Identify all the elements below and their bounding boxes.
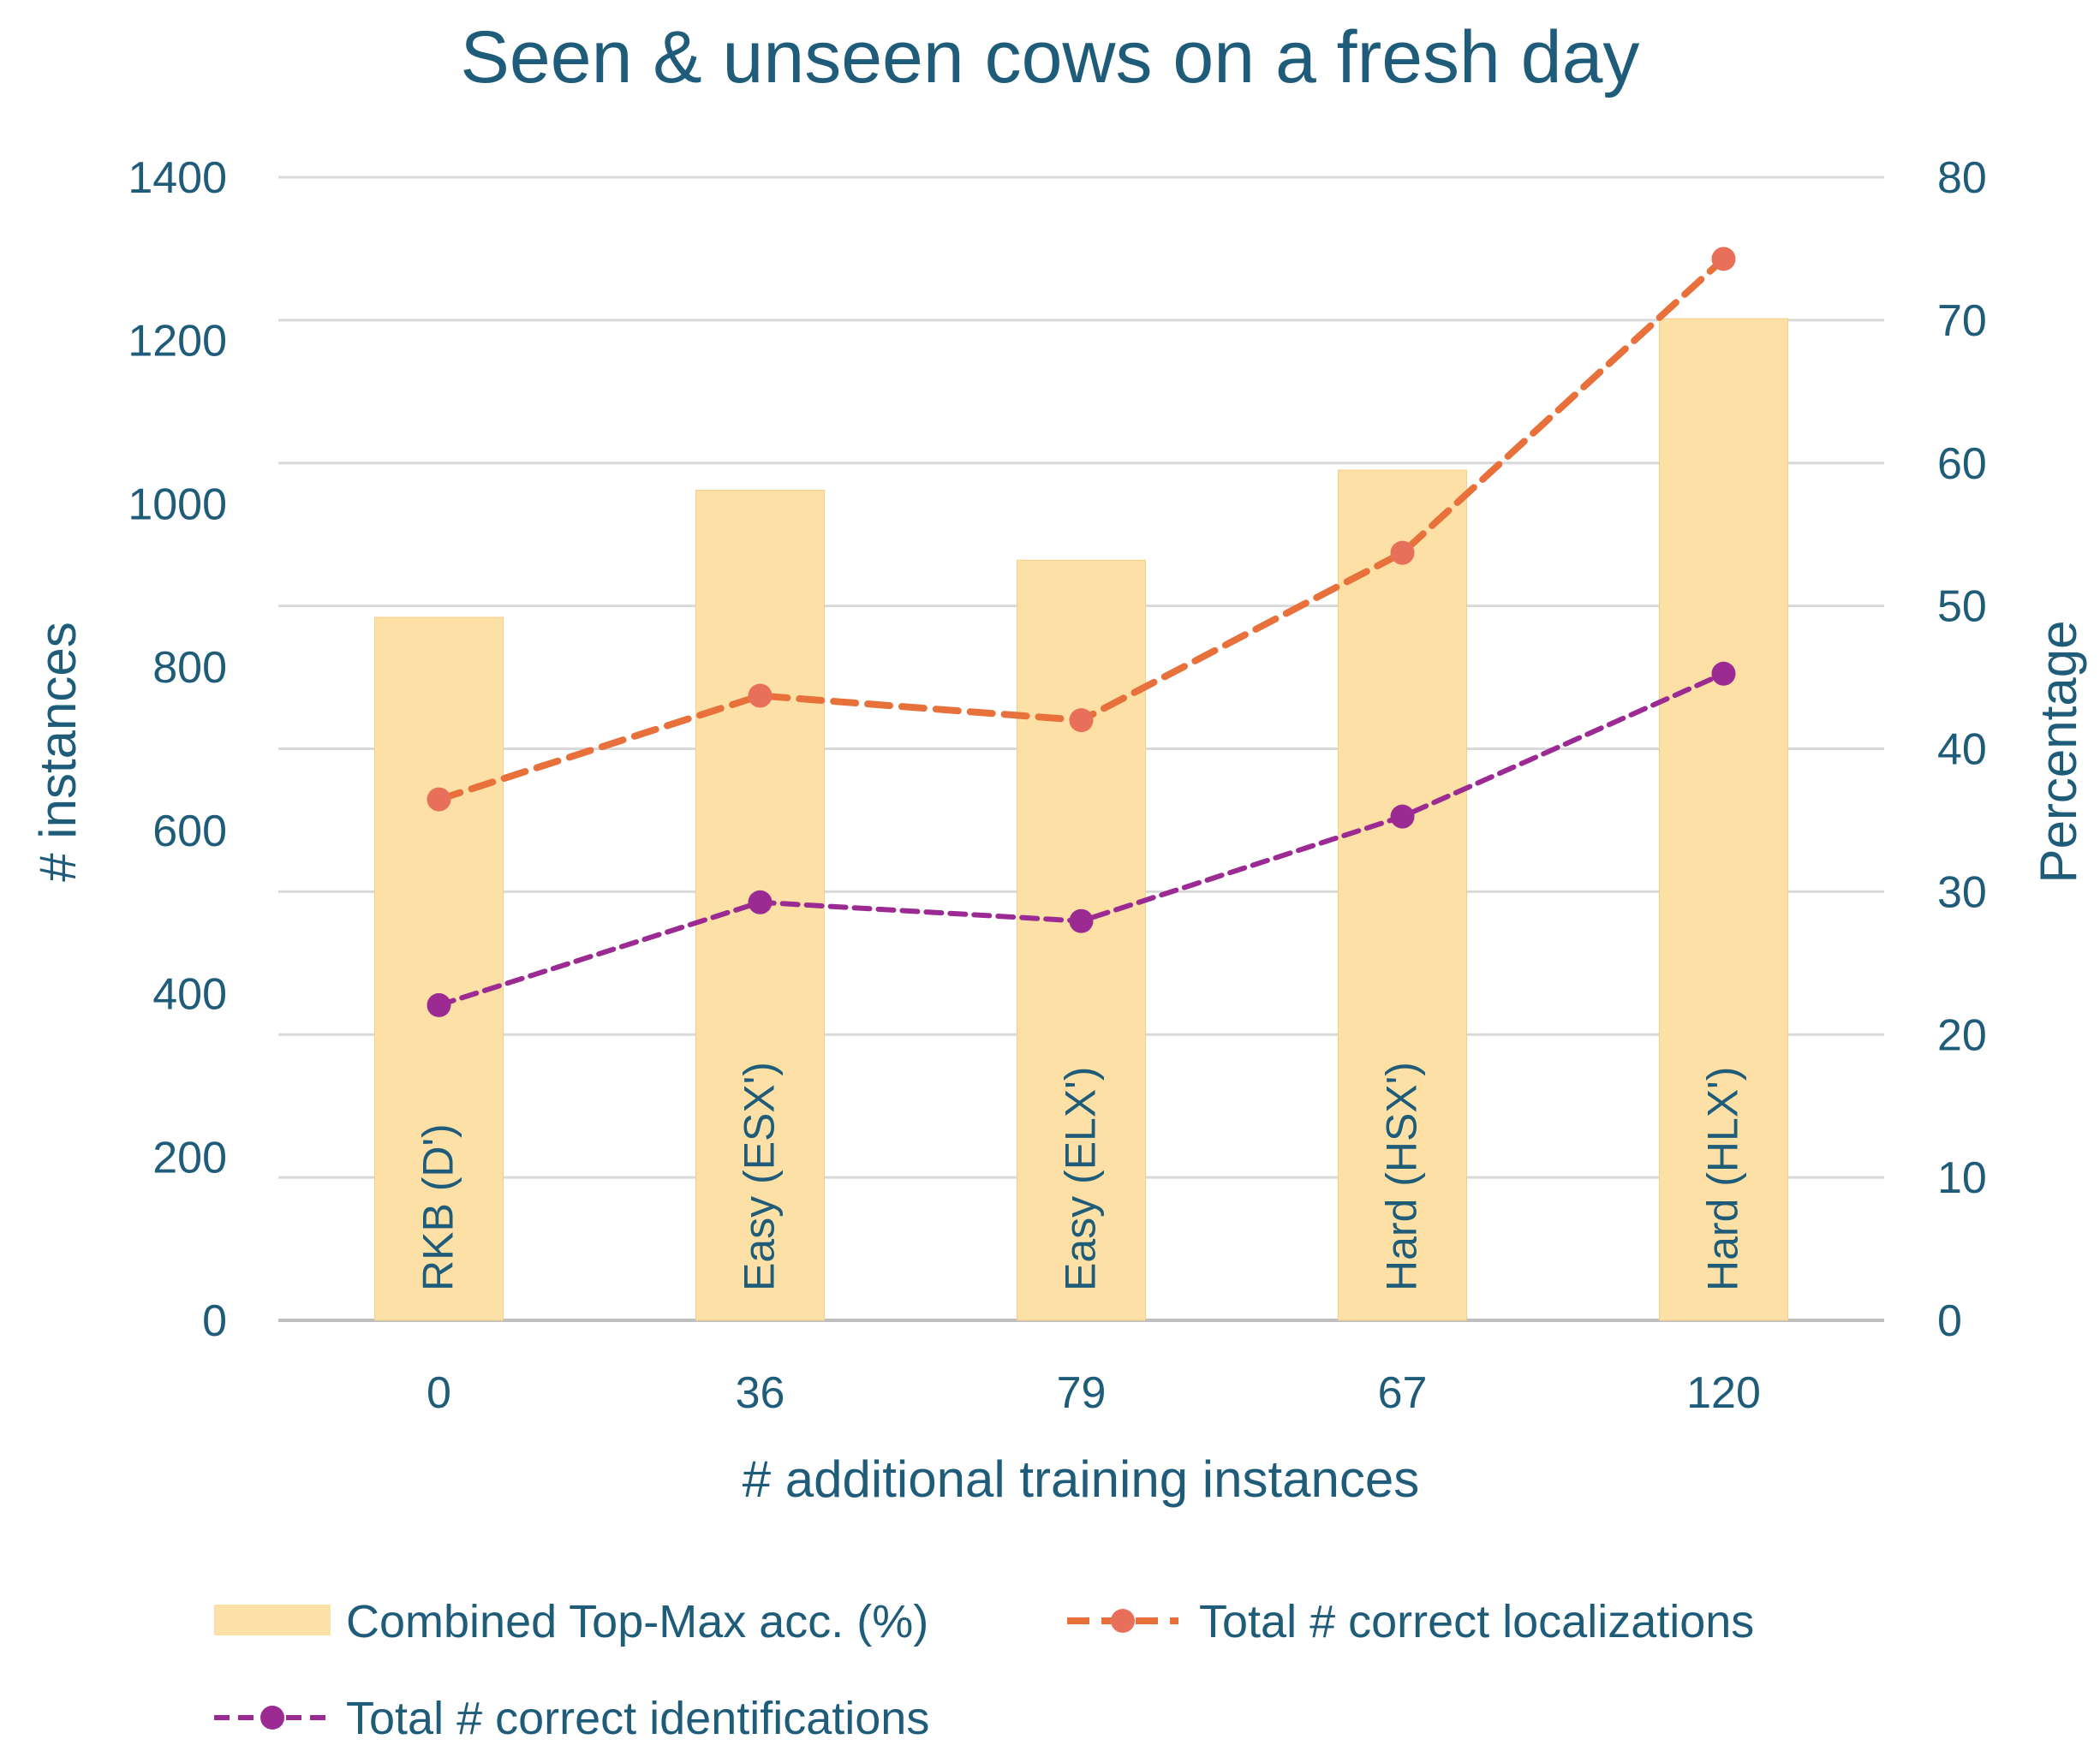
y-axis-left-ticks: 0 200 400 600 800 1000 1200 1400 (128, 153, 227, 1346)
y-tick-right: 50 (1937, 582, 1987, 632)
x-axis-label: # additional training instances (743, 1450, 1420, 1508)
x-tick: 36 (736, 1368, 785, 1418)
x-tick: 67 (1378, 1368, 1428, 1418)
data-point (1711, 661, 1736, 686)
data-point (1069, 708, 1094, 733)
legend-label: Combined Top-Max acc. (%) (346, 1596, 928, 1647)
legend-swatch-bar (214, 1605, 331, 1635)
data-point (748, 890, 773, 914)
y-axis-left-label: # instances (29, 622, 87, 882)
bar-label: Hard (HLX') (1699, 1067, 1747, 1291)
chart-title: Seen & unseen cows on a fresh day (461, 16, 1640, 98)
data-point (427, 787, 451, 812)
y-tick-right: 10 (1937, 1153, 1987, 1203)
line-series (427, 247, 1736, 1017)
y-tick-right: 80 (1937, 153, 1987, 203)
data-point (1390, 804, 1415, 829)
y-tick-left: 200 (152, 1133, 227, 1182)
data-point (1069, 908, 1094, 933)
y-axis-right-ticks: 0 10 20 30 40 50 60 70 80 (1937, 153, 1987, 1346)
y-tick-right: 70 (1937, 296, 1987, 346)
y-tick-right: 30 (1937, 867, 1987, 917)
y-tick-right: 40 (1937, 725, 1987, 775)
bar-label: Easy (ELX') (1057, 1067, 1105, 1291)
y-tick-left: 600 (152, 807, 227, 856)
y-axis-right-label: Percentage (2030, 621, 2087, 884)
legend: Combined Top-Max acc. (%) Total # correct… (214, 1596, 1754, 1744)
bar-label: Hard (HSX') (1378, 1062, 1426, 1291)
y-tick-left: 0 (202, 1296, 227, 1346)
y-tick-right: 20 (1937, 1010, 1987, 1060)
y-tick-left: 400 (152, 970, 227, 1020)
x-tick: 120 (1686, 1368, 1761, 1418)
x-tick: 0 (427, 1368, 451, 1418)
data-point (1711, 247, 1736, 271)
legend-label: Total # correct localizations (1199, 1596, 1754, 1647)
data-point (748, 683, 773, 708)
legend-marker (1111, 1609, 1135, 1633)
x-tick: 79 (1057, 1368, 1107, 1418)
y-tick-left: 1400 (128, 153, 227, 203)
bars (374, 318, 1788, 1321)
y-tick-right: 0 (1937, 1296, 1962, 1346)
y-tick-left: 1200 (128, 317, 227, 366)
legend-label: Total # correct identifications (346, 1693, 929, 1744)
legend-marker (260, 1706, 284, 1730)
bar (374, 616, 504, 1321)
y-tick-right: 60 (1937, 439, 1987, 489)
data-point (1390, 540, 1415, 565)
bar-labels: RKB (D') Easy (ESX') Easy (ELX') Hard (HSX'… (415, 1062, 1747, 1291)
bar (1338, 469, 1467, 1321)
bar (1017, 559, 1146, 1321)
x-axis-ticks: 0 36 79 67 120 (427, 1368, 1761, 1418)
y-tick-left: 800 (152, 643, 227, 693)
y-tick-left: 1000 (128, 479, 227, 529)
data-point (427, 992, 451, 1017)
bar-label: Easy (ESX') (736, 1062, 784, 1291)
bar (1659, 318, 1788, 1321)
bar-label: RKB (D') (415, 1123, 462, 1291)
